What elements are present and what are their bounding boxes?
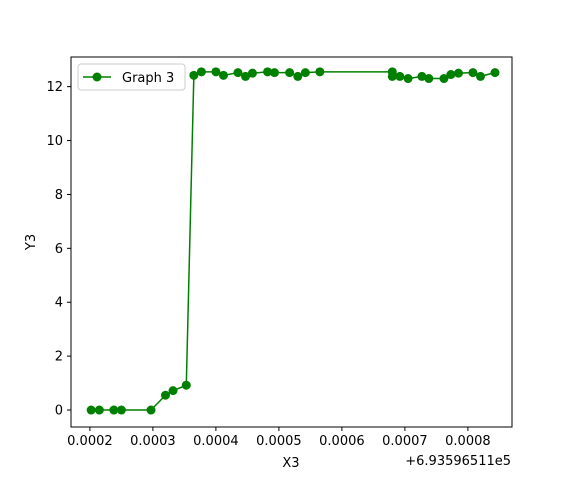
y-axis: 0 2 4 6 8 10 12 bbox=[46, 80, 71, 419]
data-point bbox=[263, 67, 273, 77]
data-point bbox=[439, 74, 449, 84]
data-point bbox=[146, 405, 156, 415]
data-point bbox=[269, 68, 279, 78]
x-axis-label: X3 bbox=[282, 456, 299, 471]
data-point bbox=[285, 68, 295, 78]
y-tick-label: 4 bbox=[55, 296, 63, 311]
y-tick-label: 0 bbox=[55, 404, 63, 419]
x-tick-label: 0.0003 bbox=[130, 434, 176, 449]
y-tick-label: 6 bbox=[55, 242, 63, 257]
data-point bbox=[403, 74, 413, 84]
data-point bbox=[424, 74, 434, 84]
legend-label: Graph 3 bbox=[122, 71, 174, 86]
x-tick-label: 0.0008 bbox=[445, 434, 491, 449]
data-point bbox=[395, 71, 405, 81]
data-point bbox=[168, 386, 178, 396]
x-tick-label: 0.0005 bbox=[256, 434, 302, 449]
data-point bbox=[293, 71, 303, 81]
data-point bbox=[315, 67, 325, 77]
y-tick-label: 8 bbox=[55, 188, 63, 203]
legend: Graph 3 bbox=[77, 63, 186, 91]
y-tick-label: 10 bbox=[46, 134, 63, 149]
data-point bbox=[181, 380, 191, 390]
data-point bbox=[86, 405, 96, 415]
data-point bbox=[94, 405, 104, 415]
data-point bbox=[453, 68, 463, 78]
plot-area bbox=[70, 56, 513, 428]
x-axis: 0.0002 0.0003 0.0004 0.0005 0.0006 0.0007 0.00… bbox=[67, 427, 491, 449]
legend-frame bbox=[77, 63, 186, 91]
data-point bbox=[196, 67, 206, 77]
y-tick-label: 2 bbox=[55, 350, 63, 365]
data-point bbox=[476, 71, 485, 81]
data-point bbox=[116, 405, 126, 415]
data-point bbox=[468, 68, 478, 78]
data-point bbox=[233, 68, 243, 78]
data-point bbox=[241, 71, 251, 81]
x-tick-label: 0.0006 bbox=[319, 434, 365, 449]
series-layer bbox=[86, 67, 500, 415]
data-point bbox=[490, 68, 500, 78]
x-offset-text: +6.93596511e5 bbox=[405, 454, 511, 469]
data-point bbox=[247, 68, 257, 78]
x-tick-label: 0.0007 bbox=[382, 434, 428, 449]
x-tick-label: 0.0002 bbox=[67, 434, 113, 449]
legend-marker-swatch bbox=[92, 72, 102, 82]
data-point bbox=[211, 67, 221, 77]
y-axis-label: Y3 bbox=[24, 234, 39, 251]
data-point bbox=[300, 68, 310, 78]
y-tick-label: 12 bbox=[46, 80, 63, 95]
data-point bbox=[218, 70, 228, 80]
data-point bbox=[161, 390, 170, 400]
data-point bbox=[189, 70, 199, 80]
data-point bbox=[446, 70, 456, 80]
x-tick-label: 0.0004 bbox=[193, 434, 239, 449]
data-point bbox=[417, 71, 427, 81]
data-point bbox=[109, 405, 119, 415]
data-point bbox=[387, 71, 397, 81]
